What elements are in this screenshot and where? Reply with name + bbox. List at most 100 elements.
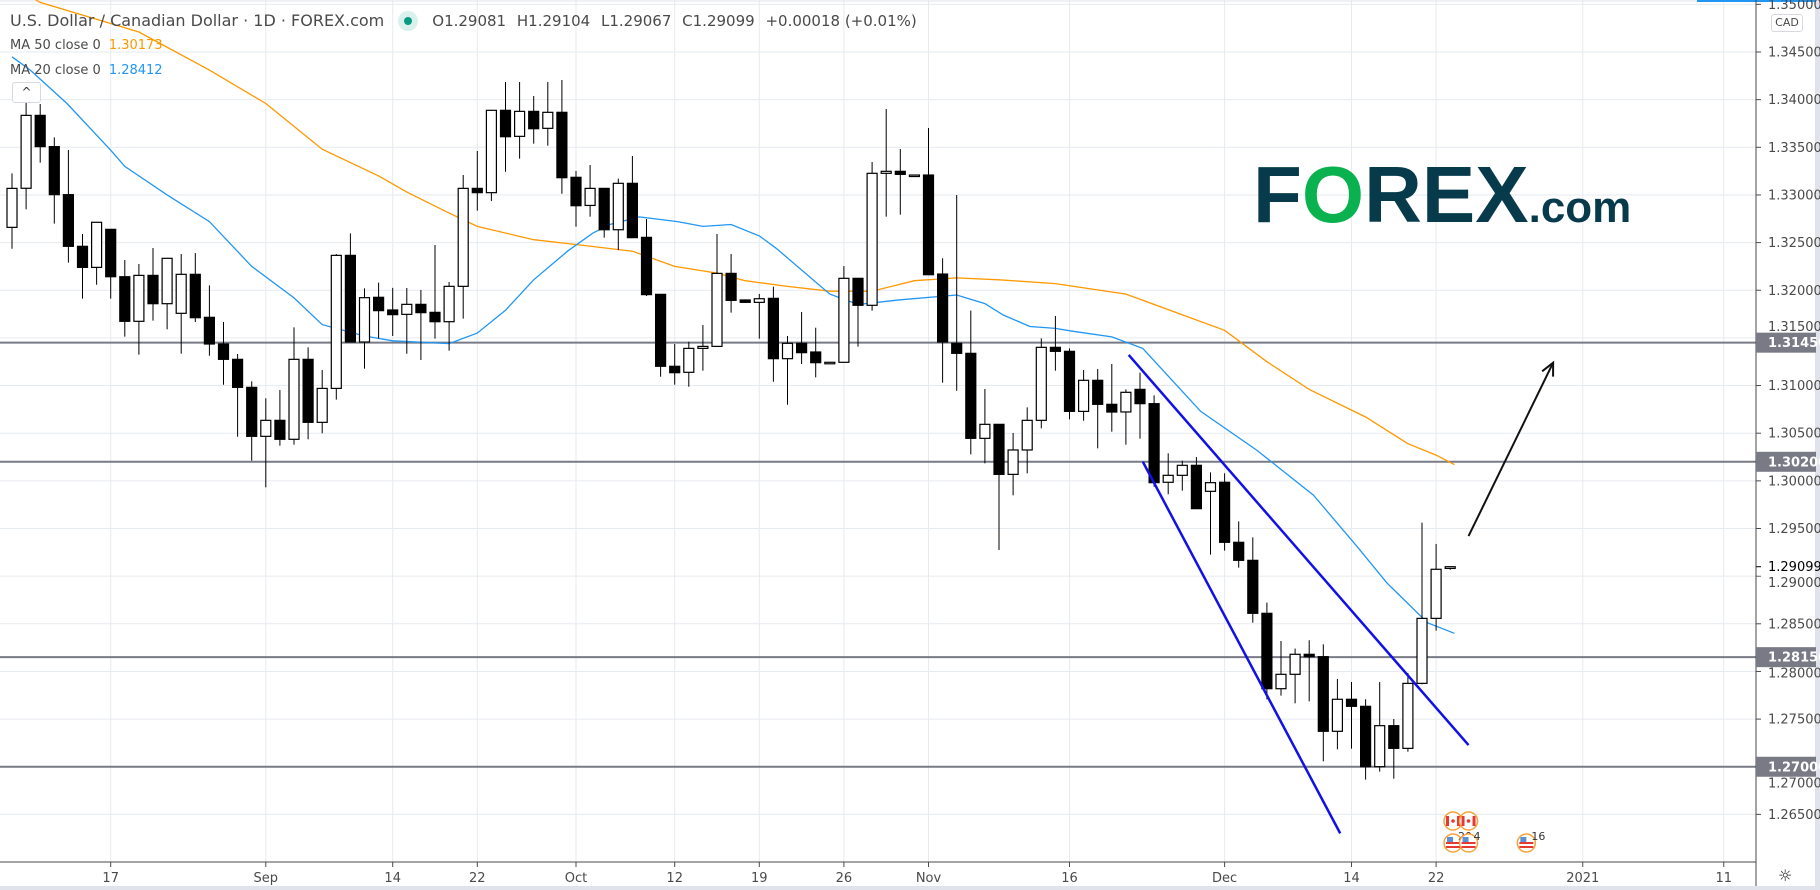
candle[interactable] bbox=[1049, 315, 1062, 371]
candle[interactable] bbox=[1120, 389, 1132, 445]
candle[interactable] bbox=[542, 82, 554, 146]
candle[interactable] bbox=[260, 398, 272, 488]
candle[interactable] bbox=[838, 266, 850, 363]
price-axis[interactable]: 1.26500 1.27000 1.27500 1.28000 1.28500 1.290… bbox=[1756, 0, 1820, 823]
candle[interactable] bbox=[753, 293, 765, 339]
candle[interactable] bbox=[1261, 602, 1273, 700]
candle[interactable] bbox=[880, 108, 892, 217]
candle[interactable] bbox=[598, 187, 610, 238]
candle[interactable] bbox=[189, 253, 201, 322]
candle[interactable] bbox=[344, 233, 356, 343]
candle[interactable] bbox=[725, 254, 737, 313]
candle[interactable] bbox=[979, 388, 991, 464]
candle[interactable] bbox=[612, 178, 624, 251]
candle[interactable] bbox=[965, 310, 977, 455]
candle[interactable] bbox=[1233, 521, 1245, 568]
candle[interactable] bbox=[697, 325, 709, 371]
candle[interactable] bbox=[683, 341, 695, 387]
candle[interactable] bbox=[626, 155, 639, 239]
candle[interactable] bbox=[1176, 460, 1188, 491]
candle[interactable] bbox=[570, 171, 582, 227]
candle[interactable] bbox=[513, 82, 526, 159]
candle[interactable] bbox=[443, 281, 455, 351]
candle[interactable] bbox=[767, 286, 780, 382]
candle[interactable] bbox=[739, 299, 751, 303]
candle[interactable] bbox=[471, 151, 483, 211]
candle[interactable] bbox=[6, 173, 18, 249]
candle[interactable] bbox=[1092, 368, 1104, 449]
candle[interactable] bbox=[1331, 678, 1344, 750]
candle[interactable] bbox=[1190, 457, 1203, 510]
candle[interactable] bbox=[415, 289, 427, 361]
candle[interactable] bbox=[147, 248, 159, 321]
candle[interactable] bbox=[62, 149, 75, 263]
symbol-title[interactable]: U.S. Dollar / Canadian Dollar · 1D · FOR… bbox=[10, 11, 385, 30]
candle[interactable] bbox=[499, 82, 512, 172]
candle[interactable] bbox=[429, 244, 441, 339]
candle[interactable] bbox=[1162, 453, 1174, 495]
candle[interactable] bbox=[908, 174, 921, 178]
candle[interactable] bbox=[1359, 699, 1372, 780]
candle[interactable] bbox=[993, 423, 1005, 551]
candle[interactable] bbox=[274, 390, 286, 446]
candle[interactable] bbox=[48, 137, 60, 224]
time-axis[interactable]: 17 Sep 14 22 Oct 12 19 26 Nov 16 Dec 14 22 2021 11 bbox=[102, 862, 1732, 886]
gear-icon[interactable]: ☼ bbox=[1778, 866, 1793, 885]
candle[interactable] bbox=[457, 175, 469, 319]
candle[interactable] bbox=[556, 80, 568, 194]
candle[interactable] bbox=[1134, 372, 1146, 439]
canada-flag-icon[interactable] bbox=[1458, 811, 1479, 831]
candle[interactable] bbox=[795, 311, 808, 365]
candle[interactable] bbox=[669, 343, 681, 385]
candle[interactable] bbox=[951, 195, 963, 391]
candle[interactable] bbox=[1317, 644, 1329, 762]
candle[interactable] bbox=[90, 221, 103, 285]
candle[interactable] bbox=[1416, 522, 1428, 685]
candle[interactable] bbox=[133, 264, 145, 355]
candle[interactable] bbox=[1275, 640, 1287, 696]
candle[interactable] bbox=[76, 234, 89, 299]
candle[interactable] bbox=[20, 100, 32, 210]
candle[interactable] bbox=[824, 361, 836, 365]
candle[interactable] bbox=[34, 104, 46, 163]
candle[interactable] bbox=[1021, 407, 1033, 474]
candle[interactable] bbox=[1063, 348, 1076, 420]
candle[interactable] bbox=[105, 228, 117, 299]
candle[interactable] bbox=[1247, 537, 1259, 623]
candle[interactable] bbox=[922, 128, 935, 276]
candle[interactable] bbox=[1077, 370, 1090, 421]
candle[interactable] bbox=[1388, 719, 1400, 779]
candle[interactable] bbox=[781, 335, 794, 405]
currency-label[interactable]: CAD bbox=[1771, 14, 1803, 32]
candle[interactable] bbox=[316, 370, 328, 434]
candle[interactable] bbox=[302, 347, 314, 440]
candle[interactable] bbox=[232, 354, 244, 437]
candle[interactable] bbox=[584, 165, 596, 217]
candle[interactable] bbox=[119, 260, 131, 337]
indicator-ma50[interactable]: MA 50 close 0 1.30173 bbox=[10, 33, 923, 58]
candle[interactable] bbox=[401, 287, 413, 354]
candle[interactable] bbox=[1035, 338, 1047, 429]
candle[interactable] bbox=[640, 219, 653, 296]
collapse-legend-button[interactable]: ^ bbox=[12, 82, 41, 103]
candle[interactable] bbox=[387, 287, 399, 336]
candle[interactable] bbox=[1402, 672, 1414, 752]
candle[interactable] bbox=[358, 288, 371, 369]
candle[interactable] bbox=[288, 327, 300, 445]
candle[interactable] bbox=[175, 254, 187, 354]
candle[interactable] bbox=[203, 285, 215, 356]
candle[interactable] bbox=[485, 109, 497, 202]
candle[interactable] bbox=[852, 277, 864, 347]
candle[interactable] bbox=[373, 282, 385, 339]
candle[interactable] bbox=[1289, 648, 1301, 704]
us-flag-icon[interactable]: 4 bbox=[1458, 830, 1481, 853]
candle[interactable] bbox=[246, 381, 258, 461]
candle[interactable] bbox=[1148, 395, 1160, 487]
candle[interactable] bbox=[894, 149, 906, 215]
candle[interactable] bbox=[866, 161, 878, 311]
candle[interactable] bbox=[654, 293, 667, 377]
candle[interactable] bbox=[161, 257, 173, 330]
candle[interactable] bbox=[1106, 364, 1118, 432]
candle[interactable] bbox=[1345, 682, 1358, 749]
